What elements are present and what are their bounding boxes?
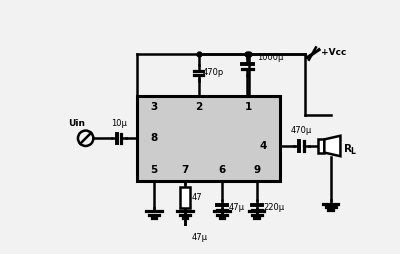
Text: +Vcc: +Vcc (320, 47, 346, 57)
Text: 5: 5 (150, 165, 158, 175)
Text: 470p: 470p (203, 68, 224, 77)
Text: 220µ: 220µ (264, 203, 285, 212)
Bar (137, 96, 280, 181)
Text: L: L (350, 147, 355, 156)
Text: 1000µ: 1000µ (257, 53, 284, 62)
Bar (318, 139, 324, 153)
Text: 1: 1 (245, 102, 252, 112)
Text: 47: 47 (192, 193, 202, 202)
Polygon shape (324, 136, 340, 156)
Text: 7: 7 (181, 165, 189, 175)
Text: R: R (344, 144, 352, 154)
Text: 47µ: 47µ (229, 203, 245, 212)
Bar (180, 187, 190, 208)
Text: 2: 2 (195, 102, 202, 112)
Text: 8: 8 (150, 133, 158, 143)
Text: Uin: Uin (68, 119, 85, 128)
Text: 47µ: 47µ (192, 233, 208, 242)
Text: 6: 6 (218, 165, 226, 175)
Text: 470µ: 470µ (291, 126, 312, 135)
Text: 9: 9 (253, 165, 260, 175)
Text: 10µ: 10µ (111, 119, 127, 128)
Text: 3: 3 (150, 102, 158, 112)
Text: 4: 4 (260, 141, 267, 151)
